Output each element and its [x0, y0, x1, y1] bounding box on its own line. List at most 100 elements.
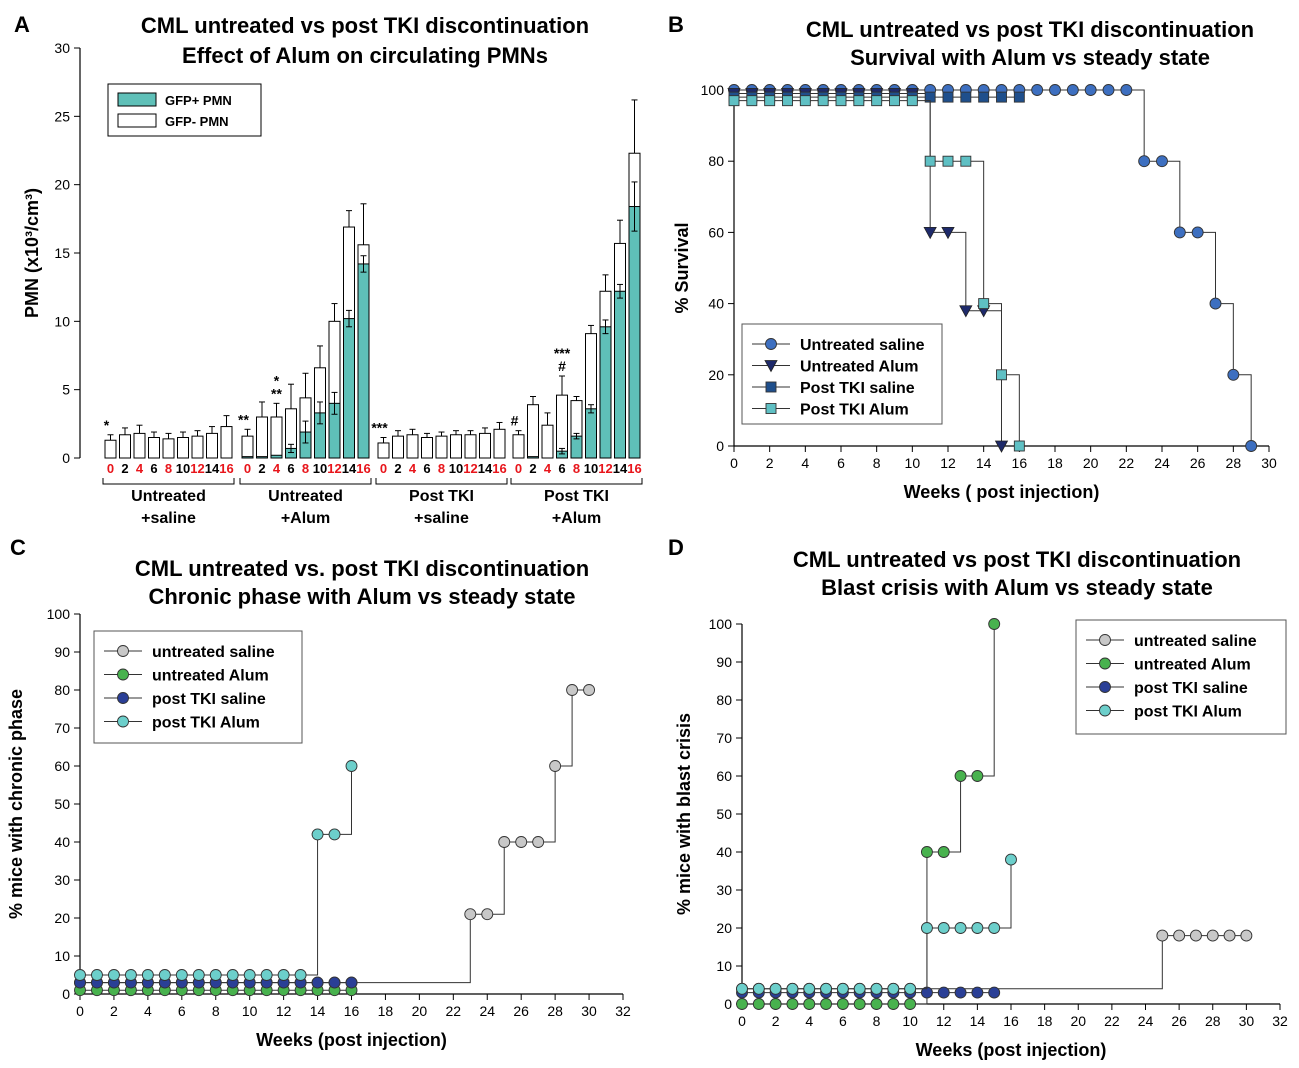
x-tick-label: 0 [738, 1013, 746, 1029]
y-tick-label: 80 [54, 682, 70, 698]
data-point [1173, 226, 1186, 239]
data-point [736, 982, 748, 995]
x-tick-label: 28 [1205, 1013, 1221, 1029]
legend-marker [1099, 681, 1111, 693]
panel-a-bar-gfp-pos [628, 206, 641, 459]
panel-a-week-label: 4 [136, 461, 144, 476]
legend: untreated saline untreated Alum post TKI s… [1075, 619, 1287, 735]
legend-label: untreated saline [1134, 633, 1257, 650]
legend-label: post TKI saline [152, 691, 266, 708]
x-tick-label: 0 [76, 1003, 84, 1019]
panel-a-group: *** 0 2 4 6 8 10 12 14 16 Post TKI +saline [371, 420, 508, 527]
legend-marker [117, 668, 129, 681]
x-tick-label: 22 [1104, 1013, 1120, 1029]
data-point [871, 95, 883, 107]
panel-letter: B [668, 12, 684, 37]
panel-a-subtitle: Effect of Alum on circulating PMNs [182, 43, 548, 68]
panel-a-bar-gfp-pos [357, 263, 370, 459]
y-axis-label: % mice with chronic phase [6, 689, 26, 919]
panel-title: CML untreated vs. post TKI discontinuati… [135, 556, 589, 581]
panel-a-group-bracket [510, 478, 643, 485]
y-tick-label: 10 [716, 958, 732, 974]
data-point [1206, 929, 1219, 942]
data-point [954, 986, 967, 999]
panel-a-week-label: 14 [205, 461, 220, 476]
y-tick-label: 80 [716, 692, 732, 708]
x-tick-label: 24 [1154, 455, 1170, 471]
series-untreated-alum [736, 618, 1001, 1010]
data-point [1138, 155, 1151, 168]
x-tick-label: 2 [766, 455, 774, 471]
panel-a-bar-gfp-pos [256, 456, 268, 459]
panel-a-y-tick-label: 30 [54, 40, 70, 56]
data-point [937, 986, 950, 999]
legend-marker [117, 645, 129, 657]
x-tick-label: 24 [1138, 1013, 1154, 1029]
y-tick-label: 50 [54, 796, 70, 812]
data-point [954, 770, 967, 782]
panel-a-week-label: 10 [313, 461, 327, 476]
panel-a-week-label: 2 [394, 461, 401, 476]
panel-a-week-label: 14 [613, 461, 628, 476]
data-point [1102, 84, 1115, 96]
panel-a-bar-gfp-neg [377, 442, 390, 459]
panel-a-significance-mark: # [511, 413, 519, 429]
panel-a-bar-gfp-neg [148, 437, 160, 459]
panel-a-bar-gfp-neg [104, 439, 117, 459]
panel-a-group-label: Post TKI [544, 488, 609, 505]
panel-a-bar-gfp-pos [241, 456, 254, 459]
data-point [887, 982, 900, 995]
series-untreated-saline [736, 929, 1253, 995]
data-point [752, 982, 765, 995]
data-point [786, 998, 799, 1010]
panel-a-significance-mark: * [274, 372, 280, 388]
x-tick-label: 26 [513, 1003, 529, 1019]
data-point [786, 982, 799, 995]
legend: Untreated saline Untreated Alum Post TKI s… [741, 323, 943, 425]
data-point [549, 760, 562, 772]
data-point [1013, 440, 1025, 452]
data-point [1240, 929, 1253, 942]
panel-a-bar-gfp-neg [270, 416, 283, 459]
data-point [920, 846, 933, 858]
panel-a-bar-gfp-neg [479, 432, 491, 459]
x-tick-label: 8 [873, 1013, 881, 1029]
data-point [820, 998, 833, 1010]
data-point [870, 998, 883, 1010]
y-tick-label: 0 [62, 986, 70, 1002]
panel-a-bar-gfp-pos [270, 454, 283, 459]
data-point [942, 91, 954, 103]
panel-a-group-label: Untreated [268, 488, 343, 505]
y-tick-label: 40 [708, 296, 724, 312]
data-point [124, 969, 137, 981]
data-point [345, 760, 358, 772]
data-point [277, 969, 290, 981]
data-point [904, 998, 917, 1010]
x-tick-label: 20 [412, 1003, 428, 1019]
x-tick-label: 22 [446, 1003, 462, 1019]
legend-marker [117, 715, 129, 728]
panel-a-bar-gfp-pos [343, 318, 355, 459]
data-point [1005, 853, 1017, 866]
panel-a-group: * 0 2 4 6 8 10 12 14 16 Untreated +saline [102, 415, 235, 527]
panel-a-week-label: 8 [165, 461, 172, 476]
panel-a-legend-label: GFP- PMN [165, 114, 229, 129]
data-point [294, 969, 307, 981]
data-point [311, 976, 324, 989]
panel-letter: C [10, 535, 26, 560]
data-point [971, 770, 984, 782]
data-point [515, 836, 528, 848]
x-tick-label: 0 [730, 455, 738, 471]
data-point [1191, 226, 1204, 239]
data-point [960, 91, 972, 103]
panel-a-bar-gfp-pos [527, 456, 539, 459]
data-point [820, 982, 833, 995]
panel-a-bar-gfp-neg [162, 438, 175, 459]
data-point [923, 226, 937, 240]
y-tick-label: 80 [708, 153, 724, 169]
y-tick-label: 20 [54, 910, 70, 926]
panel-title: CML untreated vs post TKI discontinuatio… [806, 17, 1254, 42]
data-point [74, 969, 86, 981]
